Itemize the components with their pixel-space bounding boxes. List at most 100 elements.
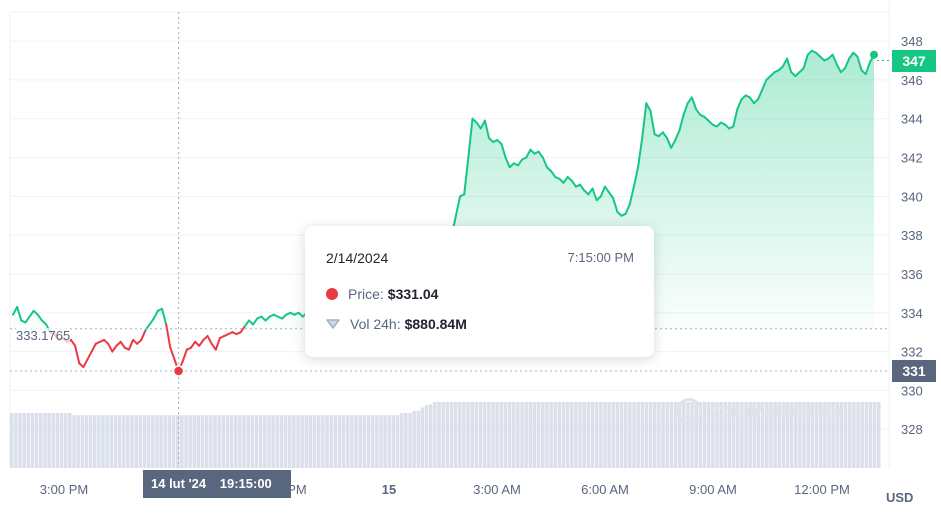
volume-bar <box>51 413 56 468</box>
volume-bar <box>92 415 97 468</box>
volume-bar <box>412 410 416 468</box>
price-segment-down <box>169 346 176 361</box>
volume-bar <box>706 402 711 468</box>
volume-bar <box>117 415 122 468</box>
price-segment-down <box>90 342 97 353</box>
price-segment-down <box>181 348 188 363</box>
price-dot-icon <box>326 288 338 300</box>
volume-bar <box>511 402 516 468</box>
volume-bar <box>760 402 765 468</box>
price-segment-up <box>612 197 619 213</box>
watermark: CoinMarketCap <box>676 398 842 424</box>
y-tick-label: 336 <box>901 267 923 282</box>
volume-bar <box>167 415 172 468</box>
volume-bar <box>346 415 350 468</box>
volume-bar <box>482 402 487 468</box>
volume-bar <box>507 402 512 468</box>
volume-bar <box>711 402 715 468</box>
volume-bar <box>487 402 491 468</box>
coinmarketcap-logo-icon <box>676 398 702 424</box>
volume-bar <box>34 413 39 468</box>
volume-bar <box>329 415 333 468</box>
price-segment-up <box>690 96 698 111</box>
y-tick-label: 346 <box>901 73 923 88</box>
volume-bar <box>76 415 80 468</box>
volume-bar <box>333 415 338 468</box>
price-segment-up <box>152 309 159 320</box>
price-segment-up <box>645 102 652 112</box>
volume-bar <box>304 415 309 468</box>
volume-bar <box>661 402 665 468</box>
volume-bar <box>350 415 354 468</box>
volume-bar <box>499 402 504 468</box>
tooltip-date: 2/14/2024 <box>326 250 389 266</box>
hover-price-badge: 331 <box>892 359 936 382</box>
volume-bar <box>777 402 781 468</box>
volume-bar <box>358 415 363 468</box>
price-segment-down <box>111 344 118 353</box>
volume-bar <box>221 415 226 468</box>
volume-bar <box>113 415 118 468</box>
volume-bar <box>428 404 433 468</box>
y-tick-label: 344 <box>901 112 923 127</box>
volume-bar <box>18 413 22 468</box>
volume-bar <box>80 415 85 468</box>
price-segment-up <box>144 323 151 332</box>
volume-bar <box>549 402 553 468</box>
volume-bar <box>594 402 599 468</box>
tooltip-price-label: Price: <box>348 286 384 302</box>
price-segment-up <box>603 185 611 194</box>
crosshair-time: 19:15:00 <box>219 476 272 491</box>
volume-bar <box>756 402 761 468</box>
volume-bar <box>296 415 300 468</box>
volume-bar <box>449 402 454 468</box>
volume-bar <box>362 415 367 468</box>
volume-bar <box>59 413 64 468</box>
volume-bar <box>126 415 130 468</box>
price-segment-up <box>670 139 677 149</box>
volume-bar <box>847 402 852 468</box>
volume-bar <box>26 413 31 468</box>
volume-bar <box>503 402 508 468</box>
volume-bar <box>553 402 557 468</box>
volume-bar <box>877 402 881 468</box>
volume-bar <box>312 415 317 468</box>
volume-bar <box>171 415 176 468</box>
price-segment-up <box>666 137 673 149</box>
volume-bar <box>391 415 396 468</box>
volume-bar <box>731 402 736 468</box>
price-segment-down <box>140 329 147 341</box>
volume-bar <box>723 402 728 468</box>
volume-bar <box>142 415 147 468</box>
price-tooltip: 2/14/2024 7:15:00 PM Price: $331.04 Vol … <box>305 226 654 357</box>
volume-bar <box>180 415 184 468</box>
volume-bar <box>474 402 479 468</box>
volume-bar <box>557 402 562 468</box>
price-segment-up <box>525 148 532 159</box>
volume-bar <box>55 413 60 468</box>
price-segment-up <box>732 108 739 128</box>
price-segment-up <box>550 170 557 178</box>
volume-bar <box>146 415 151 468</box>
volume-bar <box>316 415 321 468</box>
volume-bar <box>72 415 76 468</box>
crosshair-datetime-badge: 14 lut '24 19:15:00 <box>143 470 291 498</box>
volume-bar <box>773 402 777 468</box>
volume-bar <box>570 402 574 468</box>
volume-bar <box>839 402 844 468</box>
volume-bar <box>532 402 537 468</box>
volume-bar <box>433 402 437 468</box>
volume-bar <box>250 415 255 468</box>
volume-bar <box>130 415 134 468</box>
tooltip-volume-row: Vol 24h: $880.84M <box>326 316 467 332</box>
volume-bar <box>97 415 101 468</box>
price-segment-up <box>243 319 250 328</box>
volume-bar <box>640 402 645 468</box>
volume-bar <box>590 402 595 468</box>
volume-bar <box>520 402 524 468</box>
volume-bar <box>188 415 192 468</box>
volume-bar <box>122 415 126 468</box>
price-segment-up <box>252 317 259 326</box>
price-segment-up <box>467 117 474 159</box>
